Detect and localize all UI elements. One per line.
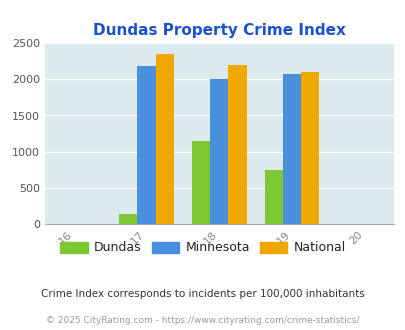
Text: Crime Index corresponds to incidents per 100,000 inhabitants: Crime Index corresponds to incidents per… xyxy=(41,289,364,299)
Legend: Dundas, Minnesota, National: Dundas, Minnesota, National xyxy=(55,236,350,259)
Text: © 2025 CityRating.com - https://www.cityrating.com/crime-statistics/: © 2025 CityRating.com - https://www.city… xyxy=(46,316,359,325)
Bar xyxy=(264,170,282,224)
Bar xyxy=(192,141,210,224)
Bar xyxy=(137,67,155,224)
Bar xyxy=(210,79,228,224)
Bar xyxy=(155,54,173,224)
Bar xyxy=(301,72,318,224)
Bar xyxy=(282,74,301,224)
Bar xyxy=(228,65,246,224)
Title: Dundas Property Crime Index: Dundas Property Crime Index xyxy=(93,22,345,38)
Bar xyxy=(119,214,137,224)
